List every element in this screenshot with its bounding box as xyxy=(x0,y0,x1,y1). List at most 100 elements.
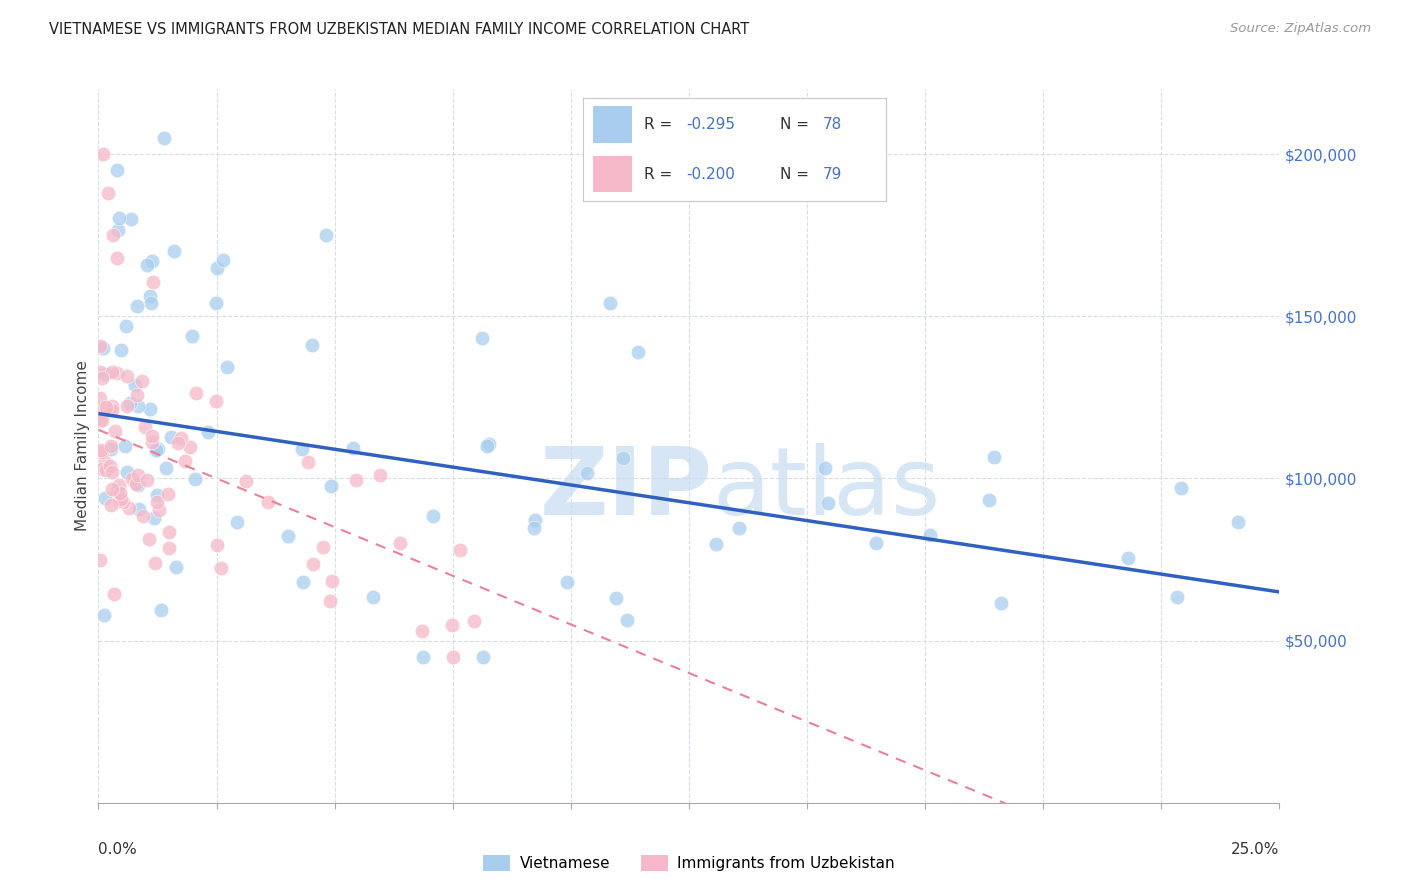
Point xyxy=(605,591,627,605)
Text: 25.0%: 25.0% xyxy=(1232,842,1279,857)
Point xyxy=(105,366,128,380)
Point xyxy=(153,131,176,145)
Text: 0.0%: 0.0% xyxy=(98,842,138,857)
Point xyxy=(101,403,124,417)
Point xyxy=(91,341,114,355)
Point xyxy=(209,560,232,574)
Point xyxy=(100,498,122,512)
Point xyxy=(361,591,384,605)
Point xyxy=(302,557,325,571)
Point xyxy=(205,260,228,275)
Point xyxy=(138,288,160,302)
Point xyxy=(89,553,111,567)
Point xyxy=(127,467,149,482)
Point xyxy=(108,494,131,508)
Point xyxy=(127,399,149,413)
Y-axis label: Median Family Income: Median Family Income xyxy=(75,360,90,532)
Text: atlas: atlas xyxy=(713,442,941,535)
Point xyxy=(301,338,323,352)
Point xyxy=(321,574,343,588)
Point xyxy=(163,244,186,259)
Point xyxy=(225,515,247,529)
Point xyxy=(146,495,169,509)
Point xyxy=(141,254,163,268)
Point xyxy=(599,296,621,310)
Point xyxy=(297,455,319,469)
Point xyxy=(412,649,434,664)
Point xyxy=(104,424,127,438)
Text: -0.200: -0.200 xyxy=(686,167,735,182)
Text: Source: ZipAtlas.com: Source: ZipAtlas.com xyxy=(1230,22,1371,36)
Point xyxy=(1227,515,1250,529)
Point xyxy=(90,442,112,457)
Point xyxy=(131,374,153,388)
Point xyxy=(817,496,839,510)
Text: R =: R = xyxy=(644,117,678,132)
Text: 79: 79 xyxy=(823,167,842,182)
Point xyxy=(557,575,579,590)
Point xyxy=(139,296,162,310)
Point xyxy=(312,540,335,554)
Point xyxy=(291,574,314,589)
Point xyxy=(983,450,1005,465)
Point xyxy=(110,492,132,507)
Point xyxy=(125,387,148,401)
Point xyxy=(115,318,138,333)
Point xyxy=(291,442,314,457)
Point xyxy=(814,461,837,475)
Point xyxy=(89,365,111,379)
Point xyxy=(148,502,170,516)
Point xyxy=(105,251,128,265)
Point xyxy=(441,649,464,664)
Point xyxy=(205,538,228,552)
Point xyxy=(138,402,160,417)
Point xyxy=(110,486,132,500)
Point xyxy=(91,402,114,417)
Point xyxy=(103,586,125,600)
Point xyxy=(114,439,136,453)
Point xyxy=(120,396,142,410)
Point xyxy=(1116,550,1139,565)
Point xyxy=(101,228,124,243)
Point xyxy=(145,443,167,458)
Point xyxy=(107,223,129,237)
Point xyxy=(121,472,143,486)
Point xyxy=(132,508,155,523)
Point xyxy=(127,478,149,492)
FancyBboxPatch shape xyxy=(592,106,631,144)
Point xyxy=(475,439,498,453)
Point xyxy=(205,393,228,408)
Point xyxy=(990,596,1012,610)
Point xyxy=(616,613,638,627)
Point xyxy=(121,211,143,226)
Point xyxy=(90,445,112,459)
Point xyxy=(100,365,122,379)
Text: 78: 78 xyxy=(823,117,842,132)
Point xyxy=(94,455,117,469)
Point xyxy=(105,483,128,498)
Point xyxy=(100,483,122,497)
Point xyxy=(186,386,208,401)
FancyBboxPatch shape xyxy=(592,155,631,193)
Point xyxy=(135,473,157,487)
Point xyxy=(142,511,165,525)
Point xyxy=(94,463,117,477)
Point xyxy=(110,343,132,357)
Point xyxy=(342,441,364,455)
Point xyxy=(865,535,887,549)
Point xyxy=(91,371,114,385)
Point xyxy=(117,399,139,413)
Point xyxy=(101,400,124,414)
Point xyxy=(91,462,114,476)
Point xyxy=(101,465,124,479)
Point xyxy=(100,439,122,453)
Point xyxy=(411,624,433,639)
Point xyxy=(128,502,150,516)
Point xyxy=(166,435,188,450)
Point xyxy=(388,536,411,550)
Point xyxy=(626,345,648,359)
Point xyxy=(422,509,444,524)
Point xyxy=(118,500,141,515)
Point xyxy=(127,300,149,314)
Point xyxy=(89,339,111,353)
